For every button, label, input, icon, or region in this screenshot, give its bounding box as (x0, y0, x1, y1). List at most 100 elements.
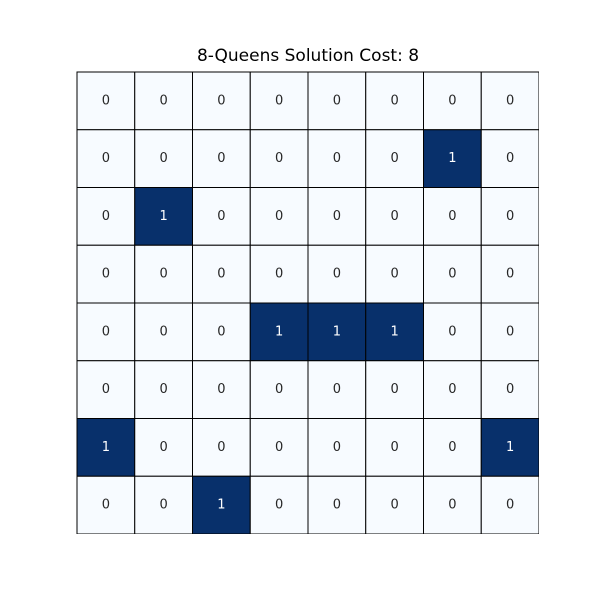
heatmap-cell-r3-c6 (423, 244, 482, 304)
heatmap-cell-r4-c5 (365, 302, 424, 362)
cell-value-label-r0-c0: 0 (102, 93, 110, 108)
heatmap-cell-r6-c1 (134, 418, 193, 477)
heatmap-cell-r0-c4 (307, 71, 367, 131)
heatmap-cell-r7-c7 (480, 475, 540, 535)
heatmap-cell-r7-c4 (307, 475, 367, 535)
cell-value-label-r4-c4: 1 (333, 324, 341, 339)
heatmap-cell-r6-c7 (480, 418, 540, 477)
cell-value-label-r3-c5: 0 (390, 267, 398, 282)
heatmap-cell-labels: 0 0 0 0 0 0 0 0 0 0 0 0 0 0 1 0 0 1 0 0 0 0 0 0 0 0 0 0 0 0 0 0 0 0 0 1 1 1 0 0… (102, 93, 515, 512)
cell-value-label-r0-c6: 0 (448, 93, 456, 108)
heatmap-cell-r0-c5 (365, 71, 424, 131)
cell-value-label-r1-c4: 0 (333, 151, 341, 166)
cell-value-label-r7-c2: 1 (217, 498, 225, 513)
cell-value-label-r0-c1: 0 (159, 93, 167, 108)
cell-value-label-r5-c2: 0 (217, 382, 225, 397)
cell-value-label-r2-c2: 0 (217, 209, 225, 224)
heatmap-cell-r3-c3 (249, 244, 309, 304)
cell-value-label-r6-c7: 1 (506, 440, 514, 455)
heatmap-right-edge (539, 71, 542, 536)
heatmap-cells (76, 71, 542, 537)
cell-value-label-r0-c7: 0 (506, 93, 514, 108)
cell-value-label-r4-c0: 0 (102, 324, 110, 339)
cell-value-label-r6-c3: 0 (275, 440, 283, 455)
heatmap-cell-r4-c6 (423, 302, 482, 362)
heatmap-cell-r6-c2 (192, 418, 251, 477)
heatmap-cell-r5-c0 (76, 360, 136, 419)
cell-value-label-r0-c4: 0 (333, 93, 341, 108)
cell-value-label-r2-c1: 1 (159, 209, 167, 224)
heatmap-cell-r2-c5 (365, 187, 424, 246)
cell-value-label-r4-c1: 0 (159, 324, 167, 339)
cell-value-label-r5-c1: 0 (159, 382, 167, 397)
cell-value-label-r0-c2: 0 (217, 93, 225, 108)
heatmap-cell-r3-c4 (307, 244, 367, 304)
cell-value-label-r4-c7: 0 (506, 324, 514, 339)
cell-value-label-r7-c3: 0 (275, 498, 283, 513)
cell-value-label-r5-c0: 0 (102, 382, 110, 397)
cell-value-label-r7-c0: 0 (102, 498, 110, 513)
heatmap-cell-r0-c6 (423, 71, 482, 131)
heatmap-cell-r1-c5 (365, 129, 424, 188)
heatmap-cell-r2-c2 (192, 187, 251, 246)
heatmap-cell-r6-c3 (249, 418, 309, 477)
cell-value-label-r3-c2: 0 (217, 267, 225, 282)
cell-value-label-r1-c0: 0 (102, 151, 110, 166)
heatmap-cell-r3-c0 (76, 244, 136, 304)
cell-value-label-r2-c7: 0 (506, 209, 514, 224)
heatmap-cell-r4-c0 (76, 302, 136, 362)
cell-value-label-r3-c1: 0 (159, 267, 167, 282)
cell-value-label-r2-c6: 0 (448, 209, 456, 224)
heatmap-cell-r2-c7 (480, 187, 540, 246)
heatmap-cell-r1-c2 (192, 129, 251, 188)
cell-value-label-r3-c3: 0 (275, 267, 283, 282)
heatmap-cell-r0-c7 (480, 71, 540, 131)
cell-value-label-r4-c2: 0 (217, 324, 225, 339)
cell-value-label-r7-c1: 0 (159, 498, 167, 513)
heatmap-cell-r3-c7 (480, 244, 540, 304)
cell-value-label-r7-c4: 0 (333, 498, 341, 513)
cell-value-label-r5-c6: 0 (448, 382, 456, 397)
cell-value-label-r7-c5: 0 (390, 498, 398, 513)
cell-value-label-r4-c5: 1 (390, 324, 398, 339)
cell-value-label-r3-c4: 0 (333, 267, 341, 282)
cell-value-label-r5-c7: 0 (506, 382, 514, 397)
cell-value-label-r2-c5: 0 (390, 209, 398, 224)
heatmap-cell-r1-c6 (423, 129, 482, 188)
cell-value-label-r1-c6: 1 (448, 151, 456, 166)
cell-value-label-r2-c3: 0 (275, 209, 283, 224)
heatmap-cell-r7-c1 (134, 475, 193, 535)
cell-value-label-r5-c5: 0 (390, 382, 398, 397)
heatmap-cell-r5-c5 (365, 360, 424, 419)
heatmap-cell-r5-c1 (134, 360, 193, 419)
cell-value-label-r1-c7: 0 (506, 151, 514, 166)
cell-value-label-r1-c2: 0 (217, 151, 225, 166)
chart-title: 8-Queens Solution Cost: 8 (196, 46, 420, 66)
cell-value-label-r1-c5: 0 (390, 151, 398, 166)
heatmap-cell-r2-c1 (134, 187, 193, 246)
heatmap-cell-r5-c3 (249, 360, 309, 419)
cell-value-label-r5-c4: 0 (333, 382, 341, 397)
cell-value-label-r7-c7: 0 (506, 498, 514, 513)
heatmap-cell-r6-c5 (365, 418, 424, 477)
cell-value-label-r3-c6: 0 (448, 267, 456, 282)
heatmap-cell-r5-c2 (192, 360, 251, 419)
heatmap-cell-r5-c7 (480, 360, 540, 419)
cell-value-label-r4-c6: 0 (448, 324, 456, 339)
cell-value-label-r3-c7: 0 (506, 267, 514, 282)
cell-value-label-r5-c3: 0 (275, 382, 283, 397)
heatmap-cell-r7-c2 (192, 475, 251, 535)
heatmap-cell-r1-c3 (249, 129, 309, 188)
heatmap-cell-r7-c5 (365, 475, 424, 535)
cell-value-label-r2-c4: 0 (333, 209, 341, 224)
cell-value-label-r6-c0: 1 (102, 440, 110, 455)
cell-value-label-r6-c2: 0 (217, 440, 225, 455)
cell-value-label-r6-c1: 0 (159, 440, 167, 455)
heatmap-cell-r3-c2 (192, 244, 251, 304)
heatmap-cell-r6-c6 (423, 418, 482, 477)
cell-value-label-r7-c6: 0 (448, 498, 456, 513)
heatmap-cell-r1-c0 (76, 129, 136, 188)
cell-value-label-r2-c0: 0 (102, 209, 110, 224)
cell-value-label-r1-c1: 0 (159, 151, 167, 166)
